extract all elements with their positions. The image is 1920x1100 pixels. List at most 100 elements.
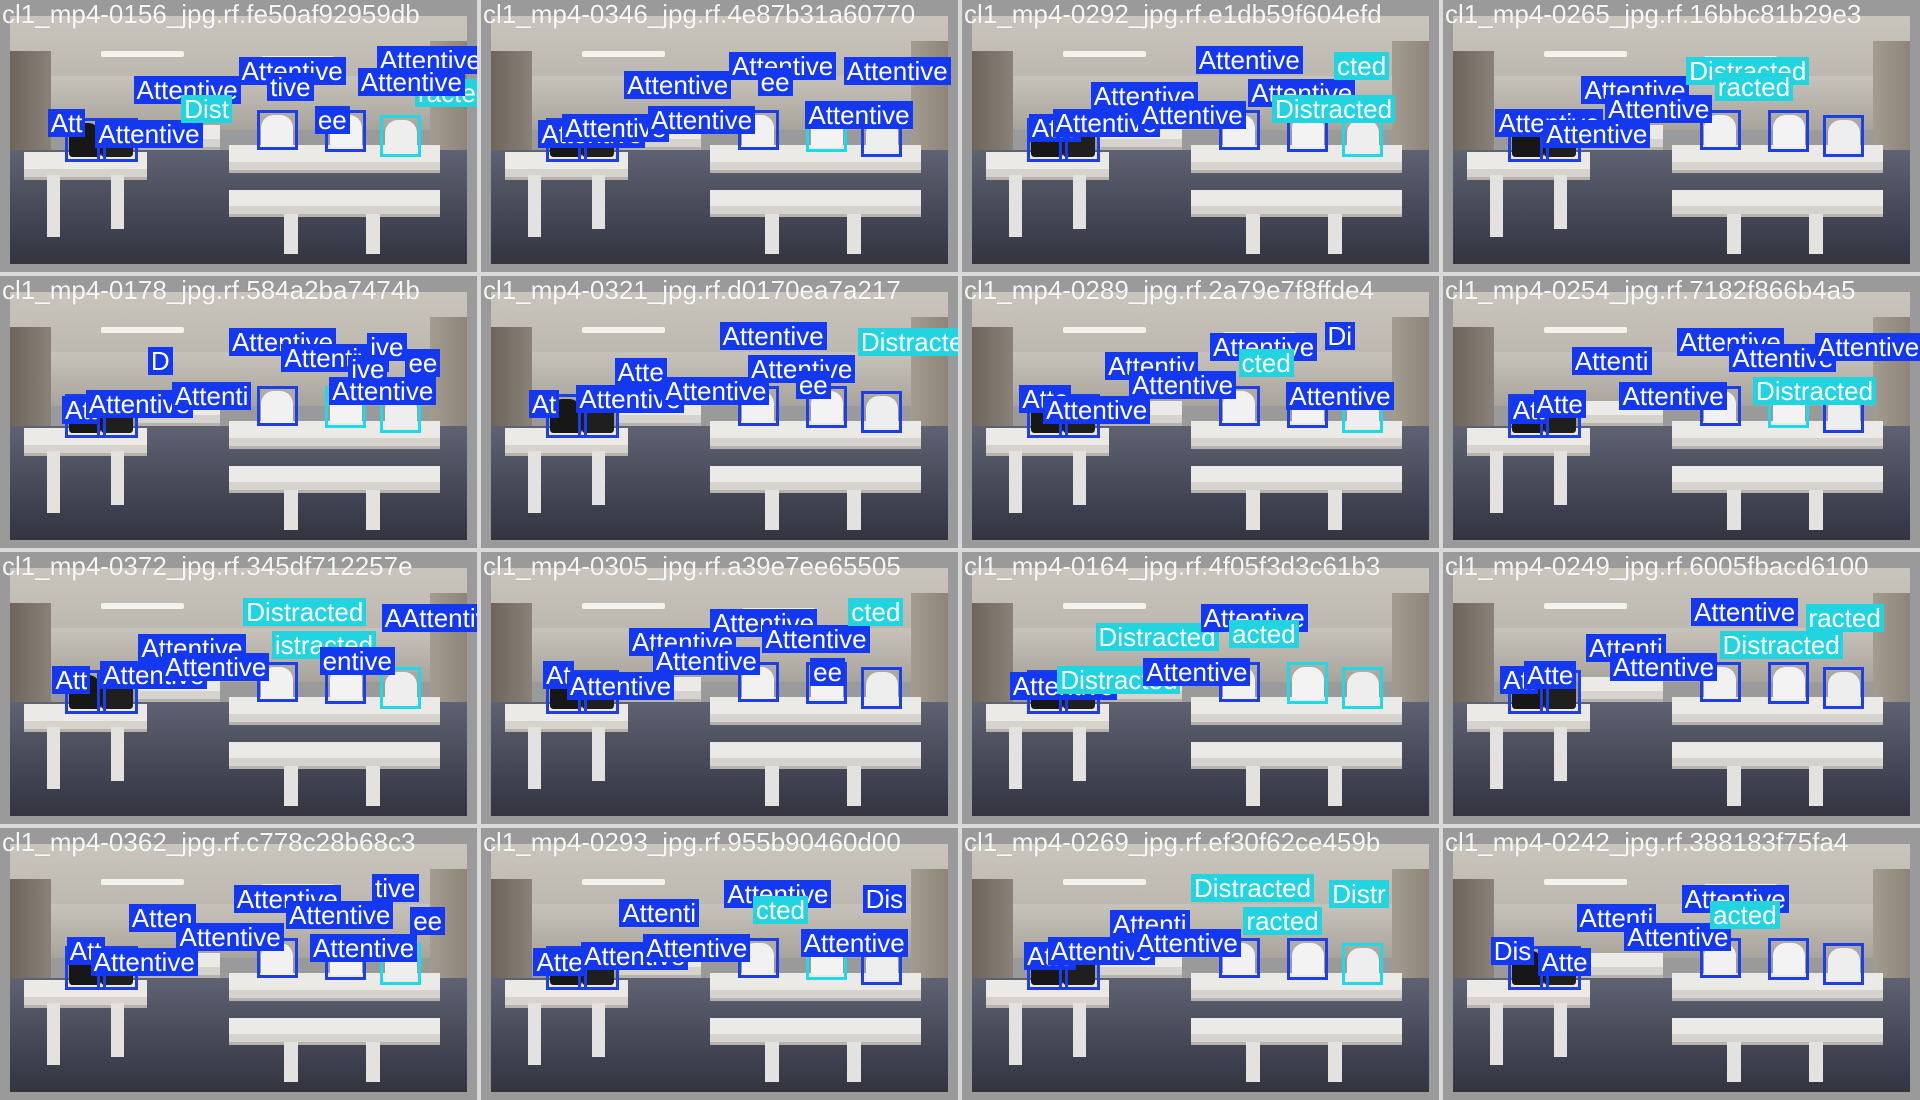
frame-filename: cl1_mp4-0156_jpg.rf.fe50af92959db bbox=[2, 0, 420, 29]
desk bbox=[23, 704, 148, 733]
bounding-box bbox=[1342, 667, 1384, 710]
desk-leg bbox=[527, 174, 542, 237]
label-distracted: Distracted bbox=[1753, 376, 1877, 405]
label-attentive: ee bbox=[795, 371, 831, 400]
label-attentive: AAttentive bbox=[381, 603, 477, 632]
label-attentive: Attentive bbox=[1619, 382, 1727, 411]
ceiling-light bbox=[1544, 878, 1627, 885]
frame-filename: cl1_mp4-0305_jpg.rf.a39e7ee65505 bbox=[483, 552, 901, 581]
label-attentive: Atte bbox=[533, 947, 586, 976]
label-attentive: Attentive bbox=[576, 384, 684, 413]
frame-filename: cl1_mp4-0321_jpg.rf.d0170ea7a217 bbox=[483, 276, 901, 305]
student bbox=[1772, 667, 1805, 700]
frame-filename: cl1_mp4-0164_jpg.rf.4f05f3d3c61b3 bbox=[964, 552, 1381, 581]
desk-leg bbox=[1008, 726, 1023, 789]
ceiling-light bbox=[101, 326, 184, 333]
label-attentive: Attentive bbox=[1609, 652, 1718, 681]
desk-leg bbox=[847, 490, 862, 531]
student bbox=[1827, 120, 1860, 153]
desk-leg bbox=[847, 214, 862, 255]
desk bbox=[23, 980, 148, 1009]
label-attentive: Attentive bbox=[624, 70, 732, 99]
student bbox=[1291, 667, 1324, 700]
student bbox=[384, 120, 417, 153]
bounding-box bbox=[1823, 943, 1865, 986]
student bbox=[865, 396, 898, 429]
desk bbox=[710, 1017, 921, 1046]
desk-leg bbox=[591, 726, 606, 782]
student bbox=[865, 672, 898, 705]
label-attentive: Dis bbox=[1490, 936, 1535, 965]
desk-leg bbox=[591, 174, 606, 230]
desk bbox=[504, 704, 629, 733]
student bbox=[1827, 672, 1860, 705]
student bbox=[1772, 943, 1805, 976]
label-attentive: Attentive bbox=[1043, 395, 1151, 424]
label-attentive: Attentive bbox=[652, 647, 760, 676]
desk bbox=[1191, 465, 1402, 494]
desk bbox=[23, 428, 148, 457]
desk bbox=[1672, 1017, 1883, 1046]
label-attentive: Attentive bbox=[1138, 100, 1246, 129]
desk-leg bbox=[1328, 490, 1343, 531]
label-distracted: Distracted bbox=[1095, 622, 1219, 651]
desk-leg bbox=[284, 214, 298, 255]
bounding-box bbox=[1768, 662, 1810, 705]
label-distracted: Distracted bbox=[243, 598, 367, 627]
ceiling-light bbox=[101, 50, 184, 57]
frame-tile: cl1_mp4-0362_jpg.rf.c778c28b68c3 Att Atten… bbox=[0, 828, 477, 1100]
label-attentive: Attentive bbox=[357, 68, 465, 96]
label-attentive: D bbox=[147, 346, 173, 375]
label-attentive: Attentive bbox=[800, 928, 908, 957]
desk-leg bbox=[1727, 214, 1741, 255]
label-distracted: cted bbox=[1238, 349, 1294, 378]
frame-filename: cl1_mp4-0293_jpg.rf.955b90460d00 bbox=[483, 828, 901, 857]
label-attentive: Attentive bbox=[176, 923, 284, 952]
desk-leg bbox=[1489, 450, 1504, 513]
label-attentive: Attentive bbox=[647, 106, 756, 135]
label-attentive: Attenti bbox=[171, 382, 252, 411]
ceiling-light bbox=[1063, 50, 1146, 57]
desk-leg bbox=[1328, 1042, 1343, 1083]
classroom-scene bbox=[972, 292, 1429, 540]
desk bbox=[1580, 953, 1664, 979]
desk bbox=[1466, 152, 1591, 181]
label-attentive: At bbox=[528, 390, 560, 419]
label-attentive: ee bbox=[405, 349, 441, 378]
desk bbox=[504, 980, 629, 1009]
student bbox=[384, 672, 417, 705]
ceiling-light bbox=[582, 50, 665, 57]
label-distracted: Distracted bbox=[857, 327, 958, 356]
desk-leg bbox=[1727, 766, 1741, 807]
bounding-box bbox=[380, 667, 422, 710]
frame-tile: cl1_mp4-0178_jpg.rf.584a2ba7474b Att Atten… bbox=[0, 276, 477, 548]
frame-tile: cl1_mp4-0265_jpg.rf.16bbc81b29e3 Attentiv… bbox=[1443, 0, 1920, 272]
label-attentive: Attentive bbox=[1605, 95, 1713, 124]
desk-leg bbox=[1553, 1002, 1568, 1058]
desk-leg bbox=[1246, 490, 1260, 531]
frame-tile: cl1_mp4-0289_jpg.rf.2a79e7f8ffde4AtteAtt… bbox=[962, 276, 1439, 548]
label-distracted: Distracted bbox=[1719, 630, 1843, 659]
label-attentive: Attentive bbox=[1543, 119, 1651, 148]
desk bbox=[710, 189, 921, 218]
desk-leg bbox=[1328, 766, 1343, 807]
student bbox=[1291, 943, 1324, 976]
desk-leg bbox=[527, 726, 542, 789]
bounding-box bbox=[256, 110, 298, 150]
desk-leg bbox=[1553, 174, 1568, 230]
frame-tile: cl1_mp4-0292_jpg.rf.e1db59f604efdAtteAtt… bbox=[962, 0, 1439, 272]
desk bbox=[1466, 704, 1591, 733]
label-attentive: Attentive bbox=[709, 609, 818, 638]
frame-tile: cl1_mp4-0254_jpg.rf.7182f866b4a5 Att Atte A… bbox=[1443, 276, 1920, 548]
ceiling-light bbox=[582, 602, 665, 609]
desk bbox=[985, 704, 1110, 733]
label-distracted: cted bbox=[752, 896, 809, 924]
bounding-box bbox=[1768, 110, 1810, 153]
bounding-box bbox=[256, 662, 298, 702]
label-attentive: Attentive bbox=[748, 354, 856, 383]
label-attentive: tive bbox=[372, 874, 419, 903]
desk-leg bbox=[1553, 726, 1568, 782]
bounding-box bbox=[1699, 662, 1741, 702]
bounding-box bbox=[1218, 386, 1260, 426]
ceiling-light bbox=[1544, 602, 1627, 609]
